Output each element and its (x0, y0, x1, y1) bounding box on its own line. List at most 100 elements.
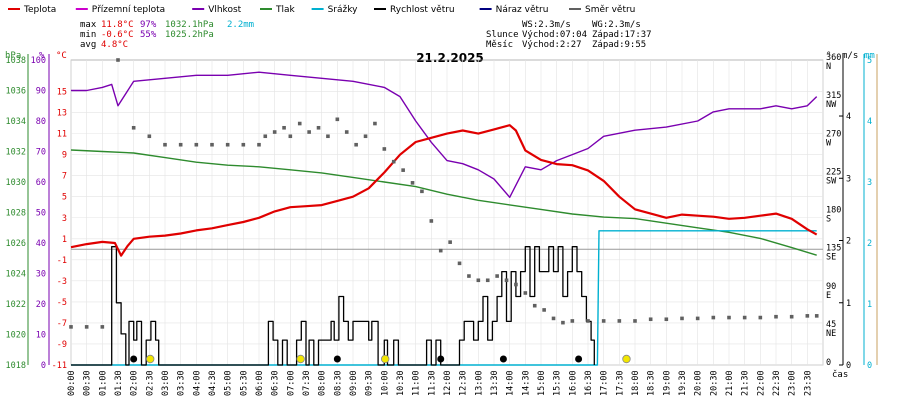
humidity-tick-6: 40 (36, 239, 46, 249)
wind-dir-point-44 (551, 316, 556, 321)
temperature-tick-5: 5 (62, 193, 67, 203)
wind-dir-point-28 (401, 168, 405, 172)
time-tick-23: 11:30 (427, 370, 437, 396)
wind-speed-line (71, 246, 595, 366)
sunrise-text: Východ:07:04 (522, 30, 587, 40)
frost-marker-4 (575, 355, 583, 363)
wind-dir-point-57 (742, 315, 747, 320)
time-tick-29: 14:30 (521, 370, 531, 396)
legend-label-2: Vlhkost (208, 5, 241, 15)
grid (70, 59, 824, 366)
direction-tick-0: 360 (826, 53, 841, 63)
stat-max-rain: 2.2mm (227, 20, 254, 30)
pressure-unit: hPa (5, 51, 21, 61)
wind-dir-point-2 (100, 325, 105, 329)
wind-dir-point-46 (570, 319, 575, 323)
wind-dir-point-39 (504, 278, 509, 283)
wind-dir-point-34 (457, 261, 462, 266)
wind-dir-point-20 (326, 134, 330, 139)
wind-dir-point-4 (131, 125, 136, 130)
temperature-tick-1: 13 (57, 109, 67, 119)
wind-dir-point-58 (758, 315, 763, 320)
rain-line (71, 230, 817, 366)
direction-name-5: SE (826, 253, 836, 263)
time-tick-25: 12:30 (459, 370, 469, 396)
pressure-tick-3: 1032 (6, 148, 26, 158)
wind-dir-point-52 (664, 317, 669, 322)
time-tick-1: 00:30 (83, 370, 93, 396)
time-tick-2: 01:00 (98, 370, 108, 396)
time-tick-36: 18:00 (631, 370, 641, 396)
temperature-tick-6: 3 (62, 214, 67, 224)
time-tick-27: 13:30 (490, 370, 500, 396)
wind-tick-1: 3 (846, 174, 851, 184)
direction-tick-8: 0 (826, 358, 831, 368)
wind-info-block: WS:2.3m/s WG:2.3m/s Slunce Východ:07:04 … (486, 20, 652, 50)
legend-label-5: Rychlost větru (390, 5, 455, 15)
rain-tick-3: 2 (867, 239, 872, 249)
pressure-tick-5: 1028 (6, 209, 26, 219)
direction-tick-3: 225 (826, 167, 841, 177)
wind-tick-0: 4 (846, 112, 851, 122)
temperature-tick-8: -1 (57, 256, 67, 266)
stat-min-label: min (80, 30, 96, 40)
wind-dir-point-54 (695, 316, 700, 321)
temperature-tick-4: 7 (62, 172, 67, 182)
legend-label-0: Teplota (23, 5, 56, 15)
direction-tick-1: 315 (826, 91, 841, 101)
pressure-tick-6: 1026 (6, 239, 26, 249)
time-tick-30: 15:00 (537, 370, 547, 396)
wind-dir-point-1 (84, 325, 89, 329)
wind-dir-point-48 (601, 319, 606, 323)
time-tick-38: 19:00 (662, 370, 672, 396)
pressure-tick-2: 1034 (6, 117, 26, 127)
wind-unit: m/s (842, 51, 858, 61)
humidity-tick-5: 50 (36, 209, 46, 219)
stat-avg-temp: 4.8°C (101, 40, 128, 50)
time-tick-18: 09:00 (349, 370, 359, 396)
legend: Teplota Přízemní teplota Vlhkost Tlak Srážky… (8, 5, 635, 15)
wind-dir-point-13 (263, 134, 268, 139)
pressure-tick-8: 1022 (6, 300, 26, 310)
time-tick-5: 02:30 (145, 370, 155, 396)
ws-text: WS:2.3m/s (522, 20, 571, 30)
direction-unit: ° (826, 51, 831, 61)
direction-name-7: NE (826, 329, 836, 339)
humidity-tick-9: 10 (36, 331, 46, 341)
time-tick-31: 15:30 (553, 370, 563, 396)
time-tick-11: 05:30 (239, 370, 249, 396)
humidity-tick-10: 0 (41, 361, 46, 371)
humidity-unit: % (39, 51, 45, 61)
wind-dir-point-53 (680, 316, 684, 321)
wind-dir-point-31 (429, 219, 434, 223)
rain-tick-4: 1 (867, 300, 872, 310)
series (69, 58, 819, 366)
legend-label-4: Srážky (328, 5, 359, 15)
wind-dir-point-17 (297, 121, 302, 126)
stat-max-label: max (80, 20, 97, 30)
time-tick-41: 20:30 (709, 370, 719, 396)
wind-dir-point-16 (288, 134, 293, 139)
direction-tick-2: 270 (826, 129, 841, 139)
sun-moon-marker-2 (381, 354, 390, 364)
temperature-tick-11: -7 (57, 319, 67, 329)
time-tick-42: 21:00 (725, 370, 735, 396)
direction-name-6: E (826, 291, 831, 301)
humidity-tick-4: 60 (36, 178, 46, 188)
wind-dir-point-42 (532, 303, 537, 308)
pressure-tick-4: 1030 (6, 178, 26, 188)
time-tick-4: 02:00 (130, 370, 140, 396)
direction-name-4: S (826, 215, 831, 225)
wind-dir-point-61 (805, 314, 810, 318)
legend-label-1: Přízemní teplota (92, 5, 165, 15)
wind-dir-point-25 (373, 121, 377, 126)
wind-dir-point-36 (476, 278, 481, 283)
time-tick-3: 01:30 (114, 370, 124, 396)
direction-tick-7: 45 (826, 320, 836, 330)
wind-dir-point-7 (178, 142, 183, 147)
pressure-tick-1: 1036 (6, 87, 26, 97)
wind-dir-point-12 (257, 142, 261, 147)
wind-dir-point-6 (163, 142, 167, 147)
wind-dir-point-55 (711, 315, 716, 320)
time-tick-47: 23:30 (803, 370, 813, 396)
